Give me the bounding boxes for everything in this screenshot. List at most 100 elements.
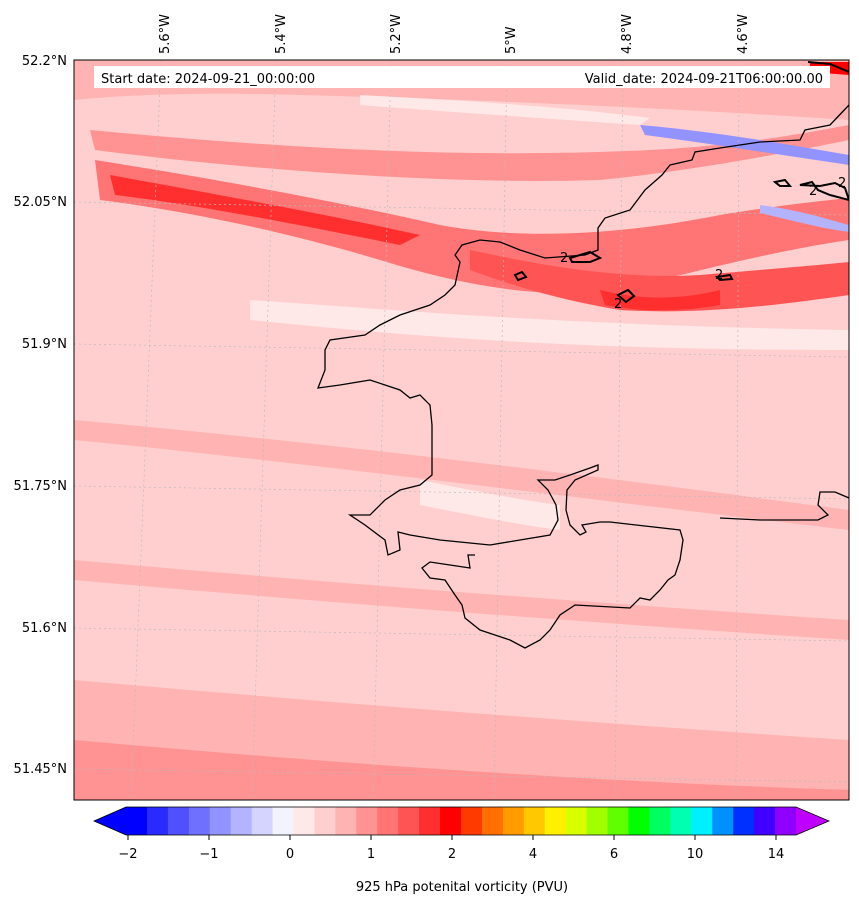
parallel-line [74,201,849,216]
parallel-line [74,485,849,500]
colorbar-tick-label: 10 [687,847,704,862]
colorbar-cell [335,807,357,835]
pv-shaded-field [74,60,849,800]
meridian-line [735,60,740,800]
colorbar-cell [586,807,609,835]
lat-label: 51.75°N [14,479,67,494]
pv-2-contours [513,61,849,304]
colorbar-tick-label: 6 [610,847,618,862]
contour-label: 2 [614,297,622,312]
meridian-line [251,60,277,800]
pv-band [600,290,720,311]
meridian-line [614,60,624,800]
lat-label: 52.05°N [14,195,67,210]
colorbar-cell [188,807,211,835]
colorbar-cell [670,807,692,835]
parallel-line [74,627,849,642]
map-panel: 2 2 2 2 2 Start date: 2024-09-21_00:00:0… [74,60,849,800]
lon-label: 5.4°W [274,14,289,54]
lon-label: 5°W [504,26,519,54]
pv-band [250,300,849,350]
colorbar-cell [230,807,253,835]
parallel-line [74,768,849,783]
pv-band [74,740,849,800]
colorbar-cell [419,807,441,835]
colorbar-cell [649,807,671,835]
colorbar-cell [209,807,232,835]
pv-contour [568,250,603,263]
colorbar-cell [544,807,567,835]
pv-contour [513,270,528,282]
colorbar-cell [146,807,169,835]
map-frame [73,59,850,801]
colorbar-cell [251,807,274,835]
colorbar-cell [628,807,651,835]
colorbar-cell [377,807,399,835]
valid-date-label: Valid_date: 2024-09-21T06:00:00.00 [585,72,823,87]
colorbar-cell [293,807,316,835]
lon-label: 5.6°W [158,14,173,54]
contour-label: 2 [838,176,846,191]
colorbar-cell [565,807,588,835]
colorbar-cell [167,807,190,835]
pv-contour [799,180,849,202]
colorbar-cell [481,807,504,835]
colorbar-tick-label: 2 [448,847,456,862]
header-box [94,66,830,88]
lon-label: 5.2°W [389,14,404,54]
lat-label: 51.9°N [22,337,67,352]
lon-label: 4.8°W [620,14,635,54]
colorbar-tick-label: 1 [367,847,375,862]
coastline-east [719,491,849,521]
colorbar-cell [775,807,797,835]
lat-label: 51.45°N [14,762,67,777]
meridian-line [493,60,508,800]
colorbar-cell [314,807,336,835]
longitude-labels: 5.6°W 5.4°W 5.2°W 5°W 4.8°W 4.6°W [158,14,751,54]
contour-label: 2 [560,251,568,266]
colorbar-cell [607,807,630,835]
colorbar: −2 −1 0 1 2 4 6 10 14 925 hPa potenital vorticit… [93,806,831,895]
pv-band [95,160,849,294]
colorbar-cell [691,807,713,835]
pv-contour [772,178,793,187]
pv-band [110,175,420,245]
parallel-line [74,343,849,358]
lat-label: 52.2°N [22,54,67,69]
pv-band [640,125,849,165]
colorbar-extend-max [796,807,829,835]
latitude-labels: 52.2°N 52.05°N 51.9°N 51.75°N 51.6°N 51.… [14,54,67,777]
colorbar-cell [461,807,483,835]
colorbar-cells [126,807,797,835]
colorbar-tick-label: 4 [529,847,537,862]
colorbar-cell [272,807,295,835]
pv-contour [714,273,734,282]
colorbar-tick-label: 0 [286,847,294,862]
colorbar-cell [502,807,525,835]
colorbar-outline [93,806,831,836]
colorbar-tick-label: 14 [768,847,785,862]
meridian-line [130,60,162,800]
colorbar-tick-label: −1 [199,847,218,862]
start-date-label: Start date: 2024-09-21_00:00:00 [101,72,315,87]
colorbar-cell [712,807,734,835]
contour-label: 2 [715,268,723,283]
pv-contour [616,288,636,304]
pv-contour [807,61,849,73]
colorbar-cell [523,807,546,835]
lon-label: 4.6°W [736,14,751,54]
coastline [316,104,849,649]
pv-band [74,420,849,530]
colorbar-cell [126,807,148,835]
meridian-line [372,60,392,800]
colorbar-cell [754,807,776,835]
pv-band [760,205,849,232]
colorbar-label: 925 hPa potenital vorticity (PVU) [356,880,568,895]
colorbar-cell [356,807,378,835]
pv-band [74,560,849,640]
colorbar-extend-min [94,807,126,835]
colorbar-cell [440,807,462,835]
pv-band [470,250,849,312]
contour-label: 2 [809,184,817,199]
